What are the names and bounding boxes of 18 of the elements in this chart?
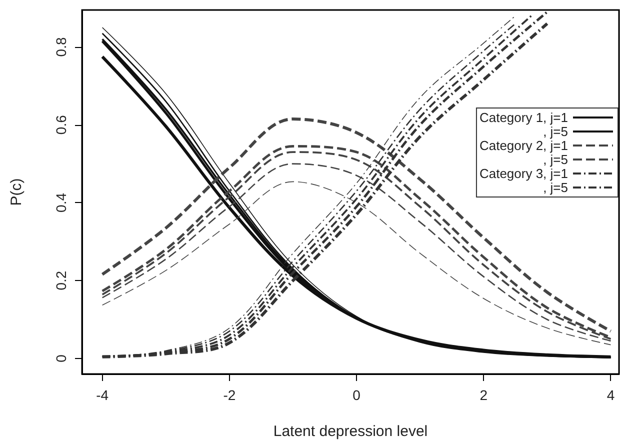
x-tick-label: 4 (606, 387, 615, 403)
x-axis-title: Latent depression level (273, 423, 428, 440)
x-tick-label: -2 (223, 387, 236, 403)
y-axis-title: P(c) (8, 178, 25, 206)
legend-label: Category 2, j=1 (479, 138, 568, 153)
legend-label: , j=5 (543, 180, 568, 195)
legend-label: , j=5 (543, 124, 568, 139)
x-tick-label: -4 (96, 387, 109, 403)
legend-label: , j=5 (543, 152, 568, 167)
y-tick-label: 0.2 (53, 270, 69, 290)
y-tick-label: 0.4 (53, 192, 69, 212)
legend-label: Category 3, j=1 (479, 166, 568, 181)
y-tick-label: 0.8 (53, 37, 69, 57)
x-tick-label: 2 (480, 387, 488, 403)
legend-label: Category 1, j=1 (479, 110, 568, 125)
y-tick-label: 0.6 (53, 114, 69, 135)
x-tick-label: 0 (352, 387, 361, 403)
y-tick-label: 0 (53, 354, 69, 362)
